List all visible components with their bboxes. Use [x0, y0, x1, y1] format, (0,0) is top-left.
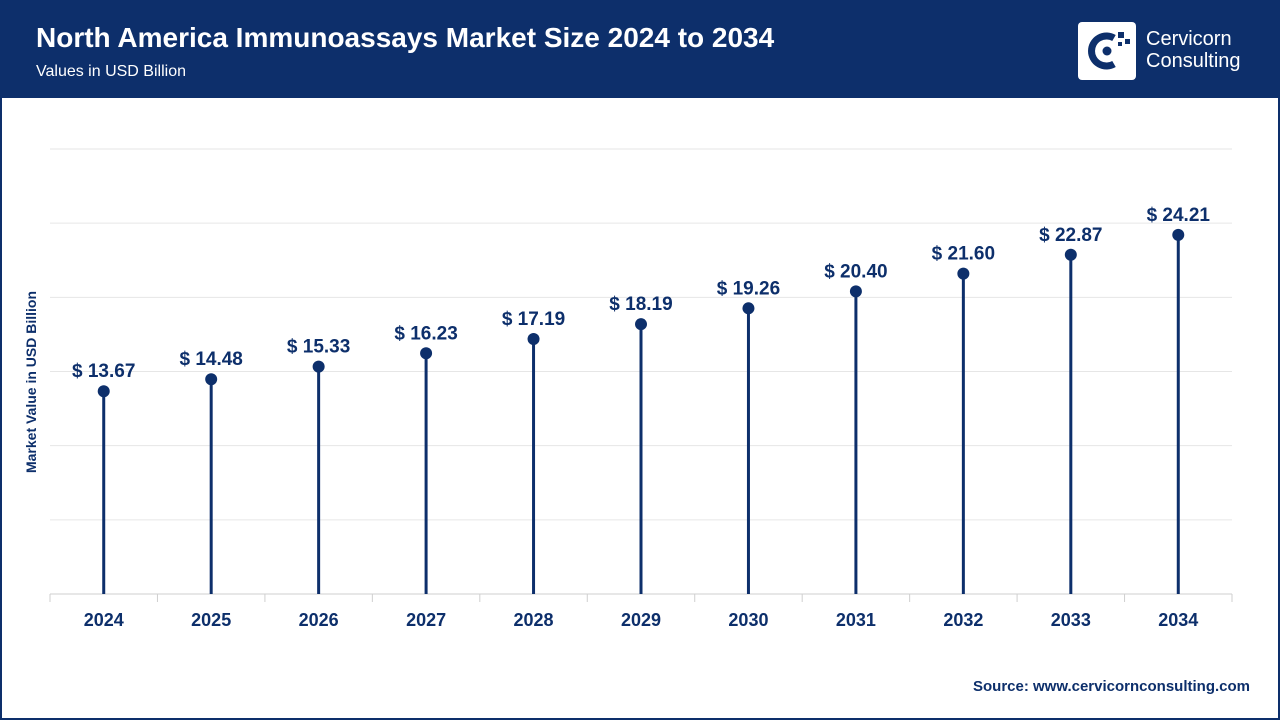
chart-area: $ 13.67 2024 $ 14.48 2025 $ 15.33 2026 $ 16.23… — [2, 98, 1278, 718]
logo-line-2: Consulting — [1146, 50, 1241, 72]
x-tick-label: 2026 — [299, 610, 339, 630]
x-tick-label: 2027 — [406, 610, 446, 630]
x-tick-label: 2024 — [84, 610, 124, 630]
x-tick-label: 2029 — [621, 610, 661, 630]
data-label: $ 22.87 — [1039, 225, 1102, 246]
data-point — [312, 360, 325, 373]
data-point — [205, 373, 218, 386]
x-tick-label: 2030 — [728, 610, 768, 630]
data-point — [957, 267, 970, 280]
data-point — [849, 285, 862, 298]
company-logo: Cervicorn Consulting — [1078, 22, 1258, 82]
logo-wordmark: Cervicorn Consulting — [1146, 28, 1241, 72]
data-label: $ 21.60 — [932, 244, 995, 265]
x-tick-label: 2031 — [836, 610, 876, 630]
data-point — [527, 333, 540, 346]
source-note: Source: www.cervicornconsulting.com — [972, 678, 1250, 695]
x-tick-label: 2034 — [1158, 610, 1198, 630]
data-label: $ 14.48 — [179, 349, 242, 370]
x-tick-label: 2033 — [1051, 610, 1091, 630]
data-label: $ 15.33 — [287, 337, 350, 358]
chart-subtitle: Values in USD Billion — [36, 63, 186, 80]
data-point — [1064, 248, 1077, 261]
data-point — [97, 385, 110, 398]
data-label: $ 13.67 — [72, 361, 135, 382]
data-point — [420, 347, 433, 360]
data-point — [742, 302, 755, 315]
x-tick-label: 2032 — [943, 610, 983, 630]
chart-svg: $ 13.67 2024 $ 14.48 2025 $ 15.33 2026 $ 16.23… — [49, 148, 1233, 630]
data-label: $ 20.40 — [824, 261, 887, 282]
header-banner: North America Immunoassays Market Size 2… — [2, 2, 1278, 98]
logo-line-1: Cervicorn — [1146, 28, 1232, 50]
data-label: $ 19.26 — [717, 278, 780, 299]
data-label: $ 16.23 — [394, 323, 457, 344]
data-label: $ 24.21 — [1147, 205, 1211, 226]
data-label: $ 17.19 — [502, 309, 565, 330]
data-label: $ 18.19 — [609, 294, 672, 315]
data-point — [1172, 228, 1185, 241]
data-point — [635, 318, 647, 331]
logo-mark-icon — [1078, 22, 1136, 80]
x-tick-label: 2025 — [191, 610, 231, 630]
chart-title: North America Immunoassays Market Size 2… — [36, 22, 775, 53]
x-tick-label: 2028 — [514, 610, 554, 630]
